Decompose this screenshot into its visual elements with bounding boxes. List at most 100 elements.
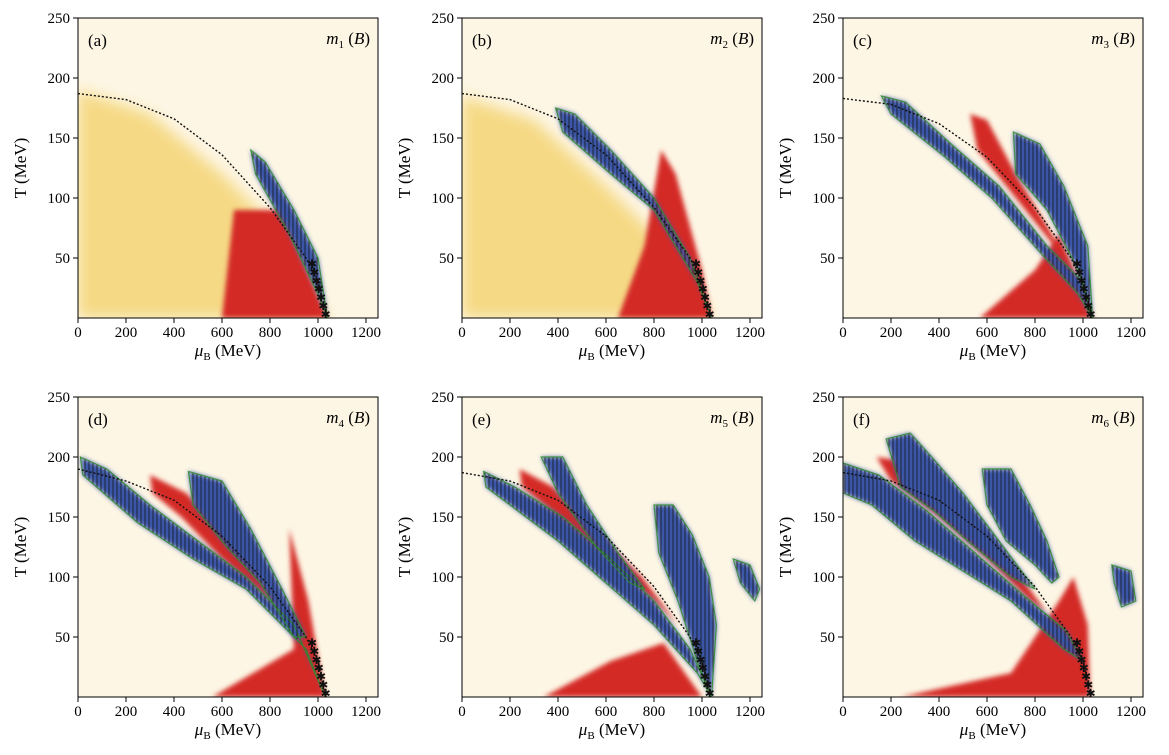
x-axis-unit: (MeV) — [211, 720, 262, 739]
x-tick-label: 800 — [259, 704, 282, 720]
y-tick-label: 200 — [48, 71, 71, 87]
first-order-marker: ✱ — [309, 644, 319, 658]
x-tick-label: 0 — [458, 704, 466, 720]
y-tick-label: 200 — [432, 71, 455, 87]
first-order-marker: ✱ — [1074, 644, 1084, 658]
y-tick-label: 250 — [813, 11, 836, 27]
param-var: m — [326, 29, 338, 48]
y-tick-label: 50 — [439, 251, 454, 267]
x-axis-unit: (MeV) — [211, 341, 262, 360]
first-order-marker: ✱ — [1086, 686, 1096, 700]
x-tick-label: 1200 — [735, 704, 765, 720]
param-open: ( — [1109, 29, 1119, 48]
phase-boundary-line — [843, 97, 1094, 316]
param-var: m — [1091, 408, 1103, 427]
parameter-label: m1 (B) — [326, 29, 370, 51]
heatmap-positive-region — [150, 475, 294, 625]
param-subscript: 6 — [1104, 418, 1110, 430]
x-axis-unit: (MeV) — [976, 341, 1027, 360]
param-subscript: 1 — [339, 39, 345, 51]
x-axis-label: μB (MeV) — [959, 720, 1026, 742]
panel-tag: (b) — [472, 31, 492, 50]
first-order-marker: ✱ — [321, 307, 331, 321]
hatched-region-outline — [880, 95, 1094, 318]
y-tick-label: 200 — [813, 450, 836, 466]
y-tick-label: 250 — [48, 390, 71, 406]
y-axis-label: T (MeV) — [776, 517, 795, 578]
y-axis-label: T (MeV) — [776, 138, 795, 199]
x-axis-subscript: B — [587, 351, 594, 363]
x-tick-label: 1000 — [687, 704, 717, 720]
param-open: ( — [344, 408, 354, 427]
first-order-marker: ✱ — [316, 670, 326, 684]
x-tick-label: 1000 — [1068, 704, 1098, 720]
x-axis-unit: (MeV) — [595, 341, 646, 360]
param-arg: B — [1119, 29, 1130, 48]
x-tick-label: 200 — [499, 704, 522, 720]
y-tick-label: 100 — [48, 191, 71, 207]
plot-frame — [461, 17, 763, 319]
plot-area: ✱✱✱✱✱✱✱ — [843, 397, 1143, 700]
x-tick-label: 1000 — [303, 704, 333, 720]
x-tick-label: 400 — [547, 704, 570, 720]
y-tick-label: 200 — [48, 450, 71, 466]
y-tick-label: 100 — [432, 570, 455, 586]
param-subscript: 5 — [723, 418, 729, 430]
x-tick-label: 400 — [928, 325, 951, 341]
y-tick-label: 250 — [432, 11, 455, 27]
param-arg: B — [1119, 408, 1130, 427]
x-axis-subscript: B — [203, 730, 210, 742]
y-tick-label: 150 — [813, 510, 836, 526]
x-tick-label: 600 — [211, 704, 234, 720]
first-order-marker: ✱ — [1079, 661, 1089, 675]
param-subscript: 3 — [1104, 39, 1110, 51]
first-order-marker: ✱ — [312, 653, 322, 667]
x-tick-label: 1200 — [735, 325, 765, 341]
x-tick-label: 1200 — [1116, 325, 1146, 341]
first-order-marker: ✱ — [1072, 257, 1082, 271]
first-order-marker: ✱ — [693, 265, 703, 279]
heatmap-positive-region — [900, 577, 1091, 697]
first-order-marker: ✱ — [1077, 653, 1087, 667]
panel-d: ✱✱✱✱✱✱✱0 200 400 600 800 1000 1200501001502002… — [11, 390, 381, 742]
parameter-label: m4 (B) — [326, 408, 370, 430]
hatched-region-outline — [653, 504, 718, 697]
y-tick-label: 50 — [820, 630, 835, 646]
panel-c: ✱✱✱✱✱✱✱0 200 400 600 800 1000 1200501001502002… — [776, 11, 1146, 363]
panel-e: ✱✱✱✱✱✱✱0 200 400 600 800 1000 1200501001502002… — [395, 390, 765, 742]
y-tick-label: 50 — [55, 630, 70, 646]
panel-tag: (d) — [88, 410, 108, 429]
y-tick-label: 200 — [432, 450, 455, 466]
x-tick-label: 0 — [839, 704, 847, 720]
heatmap-positive-region — [618, 150, 712, 318]
param-close: ) — [364, 408, 370, 427]
first-order-marker: ✱ — [318, 678, 328, 692]
x-tick-label: 400 — [547, 325, 570, 341]
parameter-label: m3 (B) — [1091, 29, 1135, 51]
plot-frame — [842, 17, 1144, 319]
x-axis-symbol: μ — [578, 720, 588, 739]
param-arg: B — [738, 29, 749, 48]
param-close: ) — [748, 29, 754, 48]
param-var: m — [710, 29, 722, 48]
x-tick-label: 800 — [1024, 325, 1047, 341]
x-axis-label: μB (MeV) — [194, 720, 261, 742]
x-tick-label: 1000 — [303, 325, 333, 341]
y-tick-label: 150 — [432, 510, 455, 526]
param-close: ) — [748, 408, 754, 427]
first-order-marker: ✱ — [696, 274, 706, 288]
y-tick-label: 100 — [48, 570, 71, 586]
x-tick-label: 800 — [1024, 704, 1047, 720]
first-order-marker: ✱ — [309, 265, 319, 279]
x-tick-label: 0 — [74, 704, 82, 720]
x-tick-label: 1200 — [351, 704, 381, 720]
phase-boundary-line — [462, 92, 713, 316]
panel-f: ✱✱✱✱✱✱✱0 200 400 600 800 1000 1200501001502002… — [776, 390, 1146, 742]
x-tick-label: 1000 — [1068, 325, 1098, 341]
y-axis-label: T (MeV) — [395, 138, 414, 199]
y-tick-label: 50 — [820, 251, 835, 267]
x-tick-label: 200 — [880, 704, 903, 720]
first-order-marker: ✱ — [307, 257, 317, 271]
hatched-region-outline — [79, 456, 326, 697]
x-tick-label: 400 — [163, 325, 186, 341]
